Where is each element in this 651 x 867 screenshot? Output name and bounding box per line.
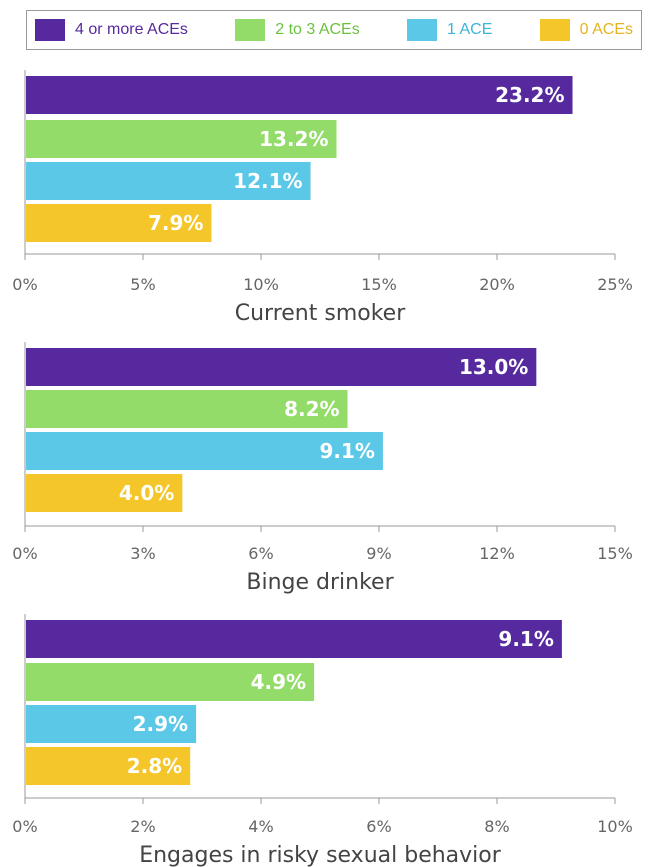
legend-swatch bbox=[35, 19, 65, 41]
bar-value-label: 2.8% bbox=[127, 754, 182, 778]
bar bbox=[26, 76, 573, 114]
bar bbox=[26, 204, 212, 242]
x-tick-label: 3% bbox=[130, 544, 155, 563]
bar-value-label: 23.2% bbox=[495, 83, 564, 107]
bar-value-label: 7.9% bbox=[148, 211, 203, 235]
bar-value-label: 12.1% bbox=[233, 169, 302, 193]
x-tick-label: 10% bbox=[243, 275, 279, 294]
legend-item: 4 or more ACEs bbox=[35, 19, 188, 41]
x-tick-label: 8% bbox=[484, 817, 509, 836]
legend-swatch bbox=[407, 19, 437, 41]
legend-label: 4 or more ACEs bbox=[75, 21, 188, 38]
x-tick-label: 6% bbox=[366, 817, 391, 836]
x-tick-label: 0% bbox=[12, 275, 37, 294]
bar-value-label: 9.1% bbox=[319, 439, 374, 463]
bar-value-label: 4.0% bbox=[119, 481, 174, 505]
chart-panel: 0% 3% 6% 9% 12% 15% 13.0% 8.2% 9.1% 4.0% Binge dri… bbox=[12, 342, 633, 595]
bar bbox=[26, 620, 562, 658]
x-tick-label: 6% bbox=[248, 544, 273, 563]
x-tick-label: 5% bbox=[130, 275, 155, 294]
x-axis-title: Current smoker bbox=[235, 301, 406, 326]
bar bbox=[26, 474, 183, 512]
x-tick-label: 0% bbox=[12, 544, 37, 563]
bar bbox=[26, 432, 383, 470]
x-axis-title: Engages in risky sexual behavior bbox=[139, 843, 502, 867]
x-tick-label: 15% bbox=[361, 275, 397, 294]
chart-panel: 0% 5% 10% 15% 20% 25% 23.2% 13.2% 12.1% 7.9% Curre… bbox=[12, 70, 633, 326]
legend-label: 1 ACE bbox=[447, 21, 493, 38]
legend-item: 1 ACE bbox=[407, 19, 492, 41]
legend-item: 0 ACEs bbox=[539, 19, 633, 41]
bar-value-label: 8.2% bbox=[284, 397, 339, 421]
x-tick-label: 2% bbox=[130, 817, 155, 836]
x-tick-label: 25% bbox=[597, 275, 633, 294]
legend-label: 2 to 3 ACEs bbox=[275, 21, 360, 38]
x-tick-label: 10% bbox=[597, 817, 633, 836]
x-tick-label: 20% bbox=[479, 275, 515, 294]
legend-item: 2 to 3 ACEs bbox=[235, 19, 360, 41]
x-tick-label: 12% bbox=[479, 544, 515, 563]
bar bbox=[26, 348, 537, 386]
bar bbox=[26, 705, 197, 743]
chart-panel: 0% 2% 4% 6% 8% 10% 9.1% 4.9% 2.9% 2.8% Engages in … bbox=[12, 614, 633, 867]
bar-value-label: 9.1% bbox=[498, 627, 553, 651]
legend: 4 or more ACEs 2 to 3 ACEs 1 ACE 0 ACEs bbox=[26, 10, 642, 50]
x-axis-title: Binge drinker bbox=[246, 570, 394, 595]
bar-value-label: 2.9% bbox=[133, 712, 188, 736]
x-tick-label: 15% bbox=[597, 544, 633, 563]
x-tick-label: 0% bbox=[12, 817, 37, 836]
x-tick-label: 4% bbox=[248, 817, 273, 836]
x-tick-label: 9% bbox=[366, 544, 391, 563]
legend-swatch bbox=[539, 19, 570, 41]
bar bbox=[26, 390, 348, 428]
bar bbox=[26, 162, 311, 200]
bar-value-label: 4.9% bbox=[251, 670, 306, 694]
bar bbox=[26, 120, 337, 158]
bar-value-label: 13.0% bbox=[459, 355, 528, 379]
legend-swatch bbox=[235, 19, 266, 41]
bar bbox=[26, 663, 315, 701]
bar-value-label: 13.2% bbox=[259, 127, 328, 151]
bar bbox=[26, 747, 191, 785]
legend-label: 0 ACEs bbox=[579, 21, 633, 38]
